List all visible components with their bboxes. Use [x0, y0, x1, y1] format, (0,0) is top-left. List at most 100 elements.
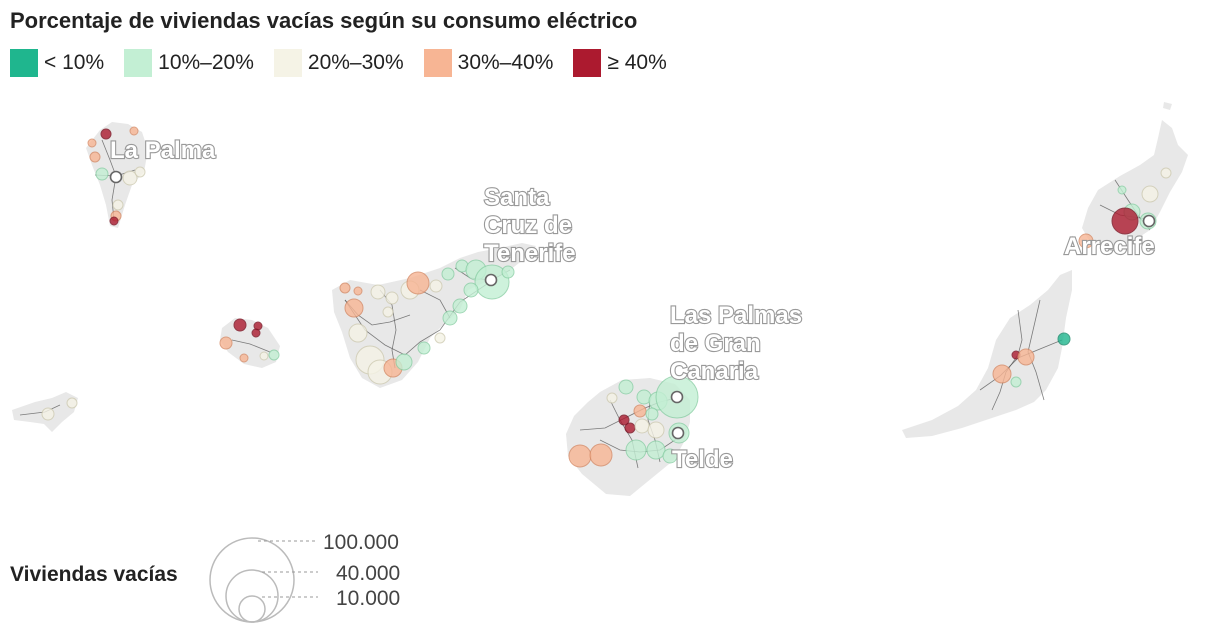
bubble: [41, 407, 55, 421]
bubble: [646, 440, 666, 460]
color-legend: < 10% 10%–20% 20%–30% 30%–40% ≥ 40%: [10, 49, 687, 77]
bubble: [395, 353, 413, 371]
legend-label: 30%–40%: [457, 51, 554, 74]
bubble: [251, 328, 261, 338]
bubble: [239, 353, 249, 363]
bubble: [429, 279, 443, 293]
bubble: [344, 298, 364, 318]
bubble: [434, 332, 446, 344]
legend-item-gte40: ≥ 40%: [573, 49, 667, 77]
bubble: [442, 310, 458, 326]
bubble: [662, 448, 678, 464]
island-la-graciosa: [1163, 102, 1172, 110]
bubble: [589, 443, 613, 467]
city-label-las-palmas-2: de Gran: [670, 330, 761, 357]
bubble: [339, 282, 351, 294]
bubble: [624, 422, 636, 434]
city-labels: La Palma Santa Cruz de Tenerife Las Palm…: [109, 136, 1156, 474]
legend-item-20-30: 20%–30%: [273, 49, 404, 77]
bubble: [87, 138, 97, 148]
legend-swatch: [423, 49, 452, 77]
city-dot-telde: [671, 426, 685, 440]
bubble: [463, 282, 479, 298]
island-fuerteventura: [902, 270, 1072, 438]
city-markers: [109, 170, 1156, 440]
legend-item-30-40: 30%–40%: [423, 49, 554, 77]
bubble: [348, 323, 368, 343]
size-circle-100000: [209, 537, 295, 623]
bubble: [452, 298, 468, 314]
city-label-las-palmas-3: Canaria: [670, 358, 759, 385]
bubble: [606, 392, 618, 404]
bubble: [618, 414, 630, 426]
city-label-telde: Telde: [672, 446, 733, 473]
bubbles: [41, 126, 1172, 468]
bubble: [122, 170, 138, 186]
bubble: [645, 407, 659, 421]
bubble: [1117, 185, 1127, 195]
bubble: [633, 404, 647, 418]
size-label-40000: 40.000: [336, 562, 400, 585]
bubble: [109, 216, 119, 226]
bubble: [1057, 332, 1071, 346]
bubble: [95, 167, 109, 181]
size-label-100000: 100.000: [323, 531, 399, 554]
city-label-santa-cruz-2: Cruz de: [484, 212, 572, 239]
legend-item-10-20: 10%–20%: [124, 49, 254, 77]
bubble: [1141, 185, 1159, 203]
legend-swatch: [273, 49, 302, 77]
bubble: [66, 397, 78, 409]
legend-label: < 10%: [44, 51, 105, 74]
bubble: [233, 318, 247, 332]
bubble: [112, 199, 124, 211]
bubble: [370, 284, 386, 300]
legend-item-lt10: < 10%: [10, 49, 104, 77]
legend-label: 10%–20%: [158, 51, 254, 74]
legend-swatch: [10, 49, 38, 77]
bubble: [625, 439, 647, 461]
bubble: [134, 166, 146, 178]
bubble: [89, 151, 101, 163]
road: [979, 339, 1063, 391]
bubble: [618, 379, 634, 395]
bubble: [1111, 207, 1139, 235]
city-dot-las-palmas: [670, 390, 684, 404]
bubble: [219, 336, 233, 350]
size-circle-10000: [238, 595, 266, 623]
map-title: Porcentaje de viviendas vacías según su …: [10, 8, 638, 33]
bubble: [1010, 376, 1022, 388]
bubble: [100, 128, 112, 140]
bubble: [353, 286, 363, 296]
bubble: [1160, 167, 1172, 179]
bubble: [406, 271, 430, 295]
bubble: [129, 126, 139, 136]
bubble: [634, 418, 650, 434]
city-label-las-palmas-1: Las Palmas: [670, 302, 802, 329]
legend-swatch: [124, 49, 153, 77]
size-legend: 100.000 40.000 10.000: [209, 531, 400, 623]
bubble: [259, 351, 269, 361]
size-legend-title: Viviendas vacías: [10, 563, 178, 586]
bubble: [647, 421, 665, 439]
city-label-santa-cruz-3: Tenerife: [484, 240, 576, 267]
bubble: [441, 267, 455, 281]
legend-label: ≥ 40%: [607, 51, 667, 74]
island-lanzarote: [1082, 120, 1188, 246]
city-dot-arrecife: [1142, 214, 1156, 228]
bubble: [385, 291, 399, 305]
size-label-10000: 10.000: [336, 587, 400, 610]
bubble: [268, 349, 280, 361]
city-dot-la-palma: [109, 170, 123, 184]
bubble: [992, 364, 1012, 384]
city-label-la-palma: La Palma: [110, 137, 216, 164]
bubble: [501, 265, 515, 279]
bubble: [1078, 233, 1094, 249]
bubble: [568, 444, 592, 468]
city-label-santa-cruz-1: Santa: [484, 184, 550, 211]
bubble: [417, 341, 431, 355]
legend-label: 20%–30%: [307, 51, 404, 74]
city-dot-santa-cruz: [484, 273, 498, 287]
road: [231, 339, 271, 353]
bubble: [382, 306, 394, 318]
